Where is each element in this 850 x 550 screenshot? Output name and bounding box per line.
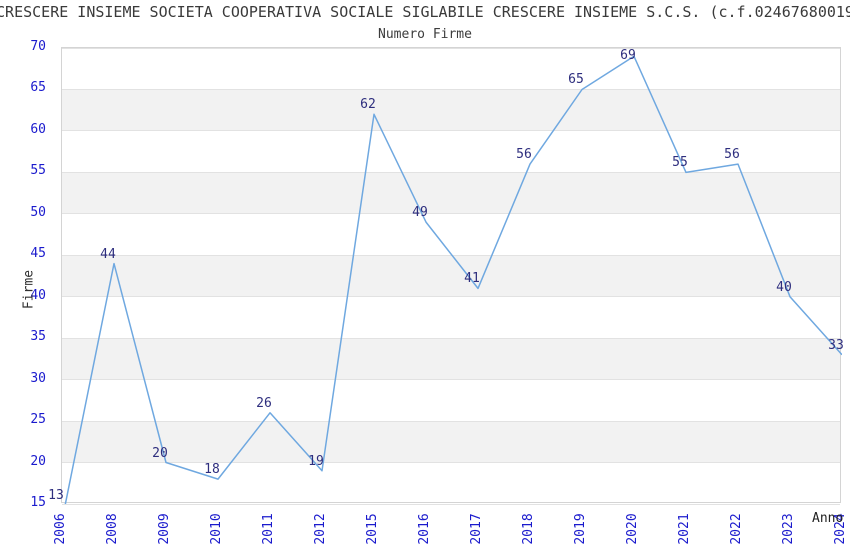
y-tick-label: 65 [30, 80, 46, 96]
x-tick-label: 2009 [157, 513, 172, 545]
point-value-label: 65 [568, 72, 584, 88]
y-tick-label: 20 [30, 453, 46, 469]
y-tick-label: 45 [30, 246, 46, 262]
plot-area: 13 44 20 18 26 19 62 49 41 56 65 69 55 56 40 33 [48, 47, 844, 505]
chart-title: CRESCERE INSIEME SOCIETA COOPERATIVA SOC… [0, 3, 850, 21]
x-tick-label: 2023 [781, 513, 796, 545]
x-tick-label: 2012 [313, 513, 328, 545]
point-value-label: 49 [412, 205, 428, 221]
gridline [62, 171, 840, 173]
y-tick-label: 55 [30, 163, 46, 179]
point-value-label: 56 [516, 147, 532, 163]
data-line [64, 55, 842, 504]
gridline [62, 88, 840, 90]
y-tick-label: 60 [30, 121, 46, 137]
x-tick-label: 2016 [417, 513, 432, 545]
grid-band [62, 338, 840, 380]
gridline [62, 296, 840, 298]
x-tick-label: 2015 [365, 513, 380, 545]
y-tick-label: 30 [30, 370, 46, 386]
point-value-label: 41 [464, 271, 480, 287]
x-tick-label: 2020 [625, 513, 640, 545]
y-axis-title: Firme [21, 269, 37, 310]
y-tick-label: 35 [30, 329, 46, 345]
y-tick-label: 15 [30, 495, 46, 510]
x-tick-label: 2019 [573, 513, 588, 545]
point-value-label: 26 [256, 395, 272, 411]
gridline [62, 379, 840, 381]
point-value-label: 62 [360, 97, 376, 113]
gridline [62, 213, 840, 215]
grid-band [62, 255, 840, 297]
y-tick-label: 70 [30, 39, 46, 54]
x-tick-label: 2021 [677, 513, 692, 545]
x-axis-title: Anno [812, 511, 844, 526]
gridline [62, 462, 840, 464]
gridline [62, 503, 840, 505]
x-tick-label: 2010 [209, 513, 224, 545]
point-value-label: 55 [672, 155, 688, 171]
gridline [62, 254, 840, 256]
x-tick-label: 2022 [729, 513, 744, 545]
series-line [64, 55, 842, 504]
point-value-label: 69 [620, 48, 636, 63]
grid-band [62, 421, 840, 463]
x-tick-label: 2011 [261, 513, 276, 545]
point-value-label: 40 [776, 279, 792, 295]
point-value-label: 20 [152, 445, 168, 461]
grid-band [62, 172, 840, 214]
x-tick-label: 2008 [105, 513, 120, 545]
gridline [62, 130, 840, 132]
gridline [62, 337, 840, 339]
y-tick-label: 50 [30, 204, 46, 220]
gridline [62, 47, 840, 49]
x-tick-label: 2018 [521, 513, 536, 545]
y-tick-label: 25 [30, 412, 46, 428]
point-value-label: 33 [828, 337, 844, 353]
point-value-label: 56 [724, 147, 740, 163]
x-tick-label: 2017 [469, 513, 484, 545]
point-value-label: 19 [308, 453, 324, 469]
grid-band [62, 89, 840, 131]
chart-subtitle: Numero Firme [378, 27, 472, 42]
point-value-label: 13 [48, 488, 64, 503]
x-tick-label: 2006 [53, 513, 68, 545]
gridline [62, 420, 840, 422]
point-value-label: 18 [204, 462, 220, 478]
point-value-label: 44 [100, 246, 116, 262]
y-tick-label: 40 [30, 287, 46, 303]
